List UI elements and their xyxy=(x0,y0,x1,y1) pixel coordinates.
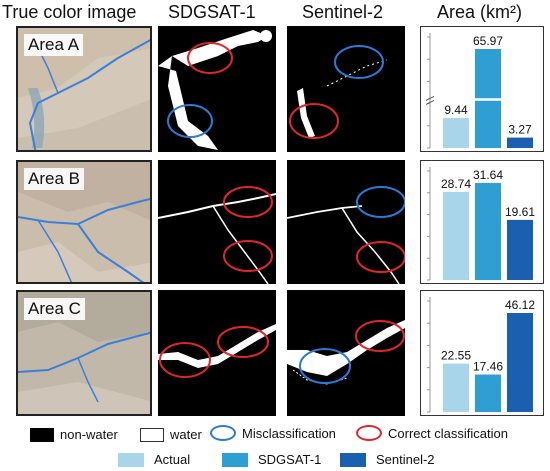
legend-water: water xyxy=(140,427,202,442)
header-sdgsat: SDGSAT-1 xyxy=(168,2,256,22)
true-color-terrain-a xyxy=(18,28,150,150)
legend-sentinel: Sentinel-2 xyxy=(340,452,435,467)
area-label-b: Area B xyxy=(24,168,84,190)
legend-actual-label: Actual xyxy=(154,452,191,467)
sdgsat-swatch xyxy=(222,452,248,467)
header-area: Area (km²) xyxy=(437,2,522,22)
non-water-swatch xyxy=(30,427,54,442)
value-label-sdgsat: 65.97 xyxy=(473,34,503,48)
legend-sentinel-label: Sentinel-2 xyxy=(376,452,435,467)
legend-correct-label: Correct classification xyxy=(388,425,508,441)
sentinel-map-c xyxy=(287,290,405,416)
value-label-sentinel: 19.61 xyxy=(505,205,535,219)
water-mask xyxy=(287,320,405,376)
water-blob xyxy=(260,30,272,42)
area-chart-b: 28.74 31.64 19.61 xyxy=(420,160,544,284)
value-label-sdgsat: 31.64 xyxy=(473,168,503,182)
legend-correct-classification: Correct classification xyxy=(356,425,508,441)
actual-swatch xyxy=(118,452,144,467)
misclass-ellipse xyxy=(167,104,213,138)
misclass-ellipse xyxy=(334,45,384,79)
legend-misclass-label: Misclassification xyxy=(242,425,336,441)
water-swatch xyxy=(140,427,164,442)
header-sentinel: Sentinel-2 xyxy=(302,2,384,22)
bar-actual xyxy=(443,117,469,148)
bar-sdgsat xyxy=(475,374,501,412)
header-true-color: True color image xyxy=(2,2,137,22)
correct-ellipse xyxy=(187,42,233,74)
correct-ellipse xyxy=(356,241,405,273)
legend-misclassification: Misclassification xyxy=(210,425,336,441)
legend-non-water-label: non-water xyxy=(60,427,118,442)
correct-ellipse-2 xyxy=(223,240,273,272)
legend: non-water water Misclassification Correc… xyxy=(0,420,550,470)
area-label-a: Area A xyxy=(24,34,84,56)
sdgsat-map-a xyxy=(158,26,276,152)
legend-sdgsat: SDGSAT-1 xyxy=(222,452,321,467)
legend-non-water: non-water xyxy=(30,427,118,442)
water-trace xyxy=(326,59,388,87)
sdgsat-map-b xyxy=(158,160,276,284)
value-label-sentinel: 46.12 xyxy=(505,298,535,312)
true-color-image-a: Area A xyxy=(16,26,152,152)
water-mask xyxy=(158,56,218,150)
axis-break-mark xyxy=(425,96,435,101)
bar-actual xyxy=(443,191,469,280)
legend-water-label: water xyxy=(170,427,202,442)
value-label-sdgsat: 17.46 xyxy=(473,360,503,374)
area-chart-c: 22.55 17.46 46.12 xyxy=(420,290,544,416)
correct-ellipse xyxy=(217,326,269,358)
value-label-sentinel: 3.27 xyxy=(508,123,532,137)
legend-sdgsat-label: SDGSAT-1 xyxy=(258,452,322,467)
correct-ellipse xyxy=(355,320,405,352)
water-mask xyxy=(158,193,276,219)
sentinel-swatch xyxy=(340,452,366,467)
water-mask xyxy=(297,88,315,138)
water-mask-branch xyxy=(212,205,269,284)
misclassification-ellipse-icon xyxy=(210,425,236,441)
water-mask-branch xyxy=(341,207,400,284)
sentinel-map-a xyxy=(287,26,405,152)
correct-ellipse xyxy=(223,186,273,218)
bar-sentinel xyxy=(507,313,533,412)
value-label-actual: 22.55 xyxy=(441,349,471,363)
bar-actual xyxy=(443,363,469,412)
sentinel-map-b xyxy=(287,160,405,284)
true-color-image-c: Area C xyxy=(16,290,152,416)
area-chart-a: 9.44 65.97 3.27 xyxy=(420,26,544,152)
bar-chart-a: 9.44 65.97 3.27 xyxy=(425,33,533,149)
misclass-ellipse xyxy=(299,348,351,384)
correct-classification-ellipse-icon xyxy=(356,425,382,441)
value-label-actual: 28.74 xyxy=(441,177,471,191)
axis-break-mark xyxy=(425,100,435,105)
water-mask xyxy=(158,324,276,368)
correct-ellipse xyxy=(289,103,339,139)
correct-ellipse-2 xyxy=(159,342,211,378)
true-color-image-b: Area B xyxy=(16,160,152,284)
legend-actual: Actual xyxy=(118,452,190,467)
water-mask xyxy=(287,205,363,219)
bar-sdgsat xyxy=(475,183,501,280)
bar-sentinel xyxy=(507,137,533,148)
water-mask-upper xyxy=(172,30,268,66)
sdgsat-map-c xyxy=(158,290,276,416)
area-label-c: Area C xyxy=(24,298,85,320)
value-label-actual: 9.44 xyxy=(444,103,468,117)
misclass-ellipse xyxy=(356,186,405,218)
bar-sentinel xyxy=(507,219,533,280)
